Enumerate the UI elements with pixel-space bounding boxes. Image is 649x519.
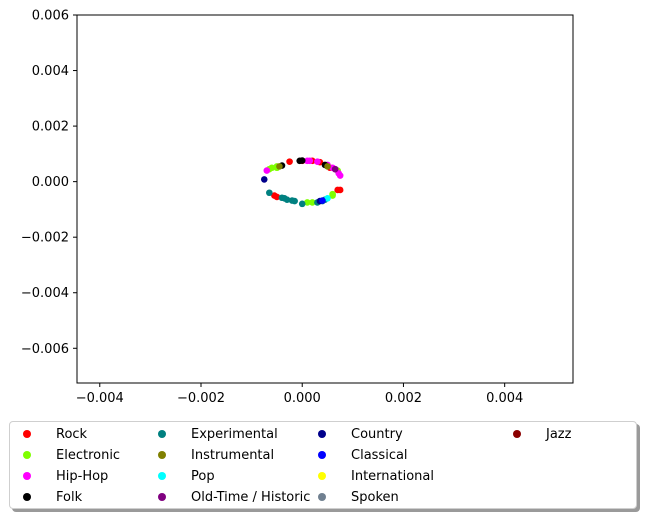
legend-label: Classical [351, 447, 408, 463]
point-hip-hop [314, 158, 321, 165]
x-tick-label: −0.002 [177, 391, 225, 406]
legend-item-rock: Rock [23, 424, 87, 444]
x-axis: −0.004 −0.002 0.000 0.002 0.004 [76, 383, 523, 406]
legend-label: Pop [191, 468, 215, 484]
legend-marker [318, 472, 326, 480]
point-hip-hop [336, 172, 344, 179]
x-tick-label: −0.004 [76, 391, 124, 406]
x-tick-label: 0.002 [385, 391, 422, 406]
legend-marker [318, 493, 326, 501]
legend-label: Instrumental [191, 447, 275, 463]
point-rock [336, 186, 344, 194]
legend-item-old-time-historic: Old-Time / Historic [158, 487, 310, 507]
legend-item-electronic: Electronic [23, 445, 120, 465]
legend-item-experimental: Experimental [158, 424, 278, 444]
legend-item-hip-hop: Hip-Hop [23, 466, 108, 486]
legend-item-country: Country [318, 424, 403, 444]
point-old-time-historic [331, 165, 339, 173]
y-tick-label: 0.004 [32, 64, 69, 79]
legend-label: Old-Time / Historic [191, 489, 311, 505]
legend-label: Country [351, 426, 403, 442]
legend-label: Experimental [191, 426, 278, 442]
legend-label: Folk [56, 489, 83, 505]
point-electronic [329, 190, 336, 198]
legend-marker [23, 472, 31, 480]
y-axis: 0.006 0.004 0.002 0.000 −0.002 −0.004 −0.006 [21, 9, 77, 357]
point-experimental [291, 197, 298, 205]
point-instrumental [276, 163, 283, 170]
legend-marker [318, 430, 326, 438]
y-tick-label: 0.000 [32, 175, 69, 190]
points-layer [260, 157, 344, 208]
y-tick-label: −0.004 [21, 286, 69, 301]
legend-item-jazz: Jazz [513, 424, 571, 444]
legend-item-classical: Classical [318, 445, 408, 465]
legend-label: Jazz [546, 426, 572, 442]
point-rock [273, 193, 281, 201]
point-folk [298, 157, 306, 164]
point-country [260, 176, 268, 183]
legend-label: Rock [56, 426, 88, 442]
legend-marker [23, 451, 31, 459]
legend-marker [158, 472, 166, 480]
legend-item-instrumental: Instrumental [158, 445, 274, 465]
legend-label: Spoken [351, 489, 399, 505]
point-hip-hop [263, 167, 271, 174]
legend-marker [318, 451, 326, 459]
legend-item-spoken: Spoken [318, 487, 399, 507]
point-experimental [298, 200, 306, 208]
y-tick-label: 0.006 [32, 9, 69, 24]
point-rock [286, 158, 293, 165]
point-electronic [303, 199, 311, 206]
point-classical [319, 197, 326, 204]
point-instrumental [324, 163, 331, 170]
legend-item-international: International [318, 466, 434, 486]
point-pop [324, 195, 331, 202]
legend-marker [158, 430, 166, 438]
point-electronic [309, 199, 316, 206]
legend-marker [158, 451, 166, 459]
y-tick-label: −0.002 [21, 231, 69, 246]
legend-item-pop: Pop [158, 466, 215, 486]
legend-label: Hip-Hop [56, 468, 109, 484]
legend-item-folk: Folk [23, 487, 82, 507]
legend-label: International [351, 468, 434, 484]
legend-label: Electronic [56, 447, 121, 463]
point-hip-hop [306, 157, 314, 165]
legend-marker [513, 430, 521, 438]
y-tick-label: −0.006 [21, 342, 69, 357]
point-electronic [268, 164, 276, 172]
x-tick-label: 0.004 [486, 391, 523, 406]
legend-marker [23, 493, 31, 501]
legend: Rock Electronic Hip-Hop Folk Experimental Ins… [9, 421, 637, 509]
point-experimental [266, 189, 273, 197]
scatter-chart: −0.004 −0.002 0.000 0.002 0.004 0.0060.0040.… [21, 9, 574, 406]
legend-marker [23, 430, 31, 438]
y-tick-label: 0.002 [32, 120, 69, 135]
legend-marker [158, 493, 166, 501]
point-experimental [283, 196, 291, 203]
plot-frame [76, 14, 574, 384]
x-tick-label: 0.000 [284, 391, 321, 406]
